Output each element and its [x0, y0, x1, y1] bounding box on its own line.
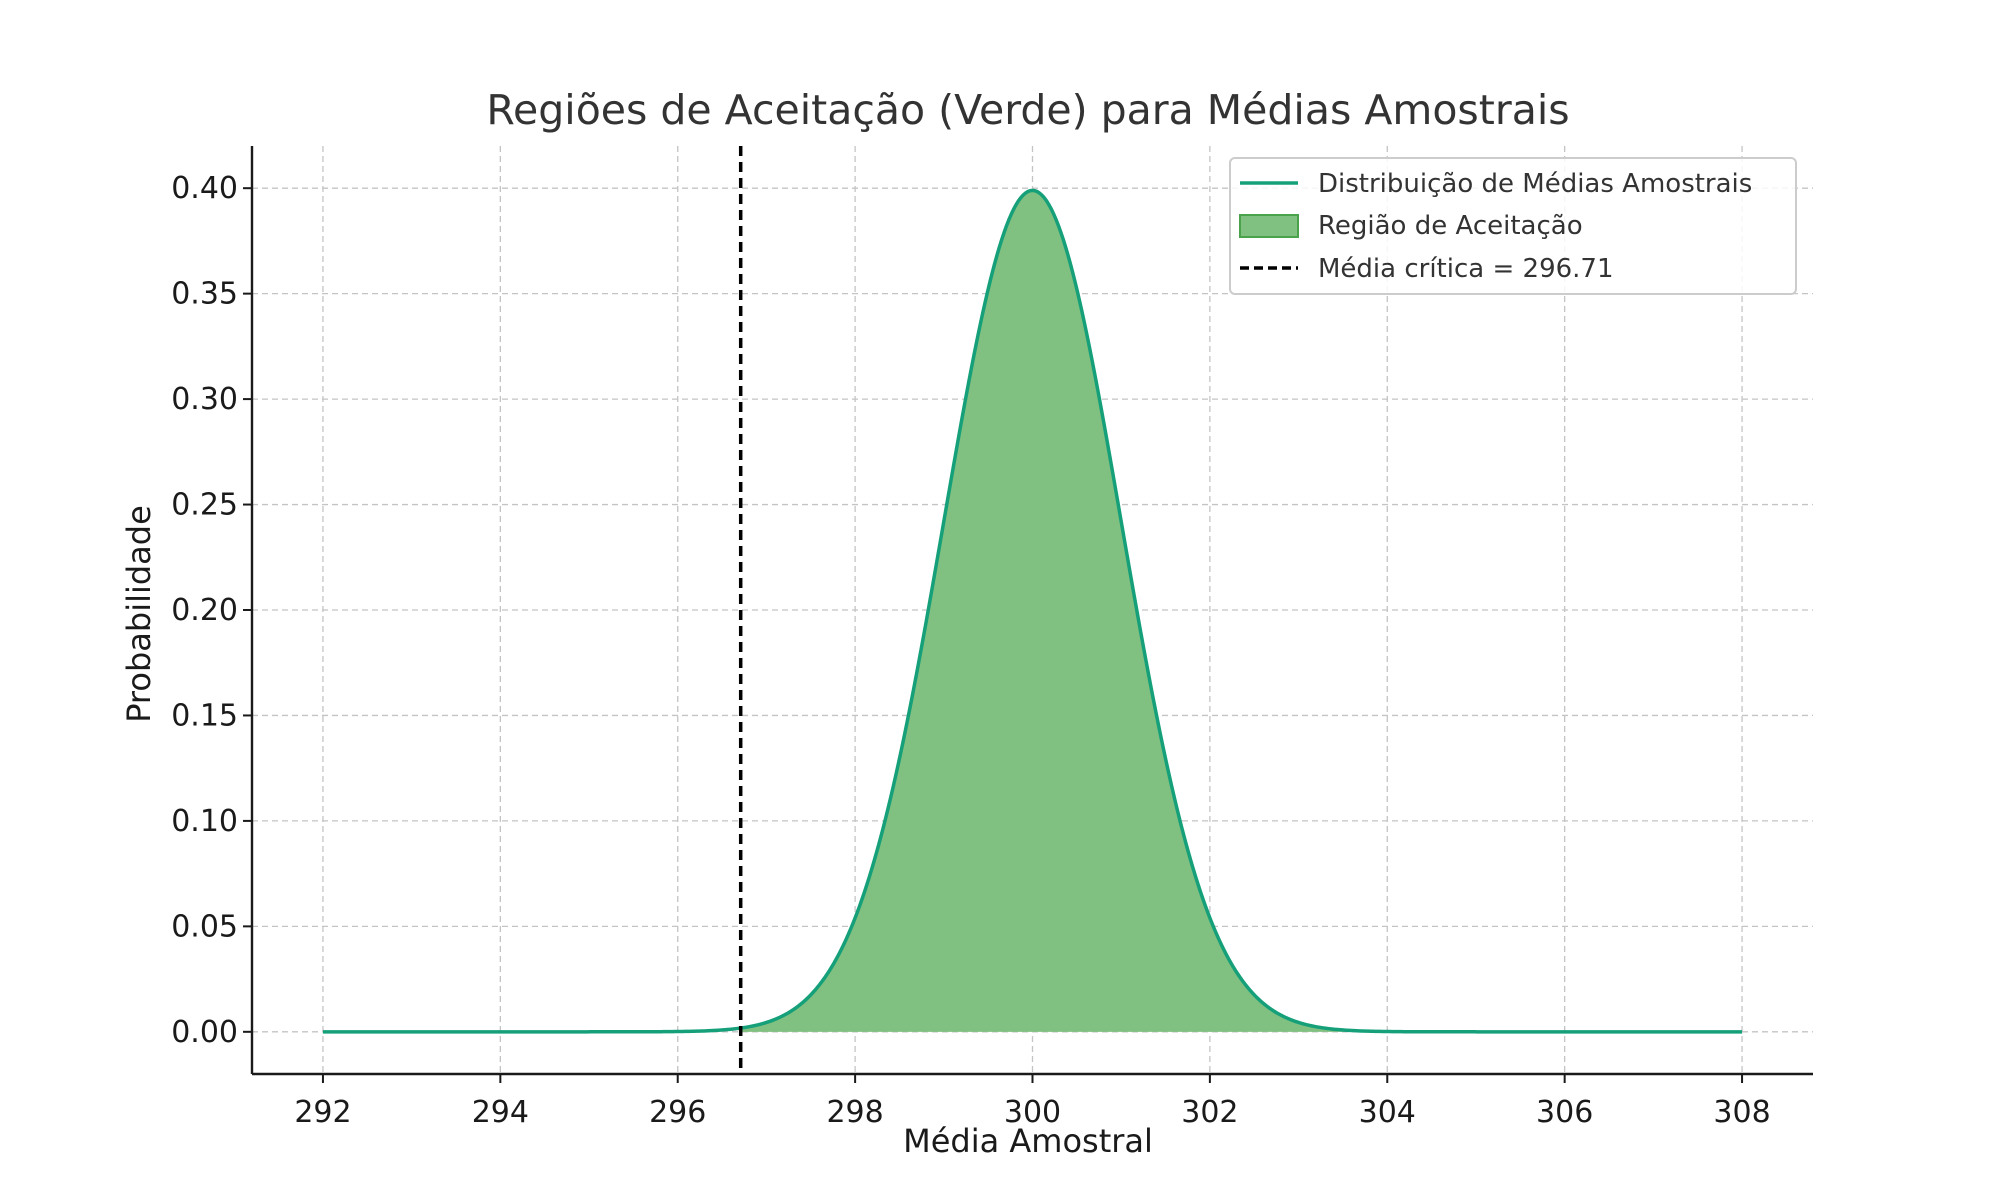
distribution-curve: [322, 188, 1743, 1034]
legend-frame: [1229, 157, 1797, 295]
x-tick-label: 302: [1181, 1095, 1238, 1130]
y-tick-label: 0.35: [171, 277, 238, 312]
x-tick-label: 308: [1713, 1095, 1770, 1130]
y-tick-label: 0.05: [171, 909, 238, 944]
legend-label-critical: Média crítica = 296.71: [1318, 254, 1614, 284]
legend: Distribuição de Médias Amostrais Região …: [1229, 157, 1797, 295]
x-axis-ticks: 292 294 296 298 300 302 304 306 308: [294, 1074, 1771, 1130]
x-tick-label: 296: [649, 1095, 706, 1130]
x-tick-label: 306: [1536, 1095, 1593, 1130]
x-tick-label: 304: [1359, 1095, 1416, 1130]
chart-title: Regiões de Aceitação (Verde) para Médias…: [486, 86, 1569, 134]
y-tick-label: 0.00: [171, 1015, 238, 1050]
y-tick-label: 0.10: [171, 804, 238, 839]
y-axis-ticks: 0.00 0.05 0.10 0.15 0.20 0.25 0.30 0.35 0.40: [171, 171, 252, 1050]
y-tick-label: 0.30: [171, 382, 238, 417]
y-tick-label: 0.40: [171, 171, 238, 206]
legend-label-distribution: Distribuição de Médias Amostrais: [1318, 169, 1752, 199]
x-tick-label: 300: [1004, 1095, 1061, 1130]
y-axis-label: Probabilidade: [120, 505, 158, 723]
x-tick-label: 292: [294, 1095, 351, 1130]
acceptance-region-area: [740, 190, 1743, 1032]
x-tick-label: 294: [472, 1095, 529, 1130]
x-axis-label: Média Amostral: [903, 1122, 1153, 1160]
y-tick-label: 0.15: [171, 698, 238, 733]
x-tick-label: 298: [826, 1095, 883, 1130]
legend-area-swatch: [1239, 214, 1299, 238]
y-tick-label: 0.25: [171, 488, 238, 523]
legend-label-acceptance: Região de Aceitação: [1318, 211, 1583, 241]
y-tick-label: 0.20: [171, 593, 238, 628]
